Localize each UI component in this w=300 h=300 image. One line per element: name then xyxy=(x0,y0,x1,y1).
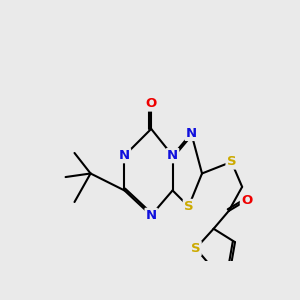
Text: O: O xyxy=(241,194,252,207)
Text: N: N xyxy=(186,127,197,140)
Text: S: S xyxy=(191,242,201,255)
Text: N: N xyxy=(146,209,157,222)
Text: N: N xyxy=(119,149,130,162)
Text: N: N xyxy=(167,149,178,162)
Text: O: O xyxy=(146,98,157,110)
Text: S: S xyxy=(226,155,236,168)
Text: S: S xyxy=(184,200,194,213)
